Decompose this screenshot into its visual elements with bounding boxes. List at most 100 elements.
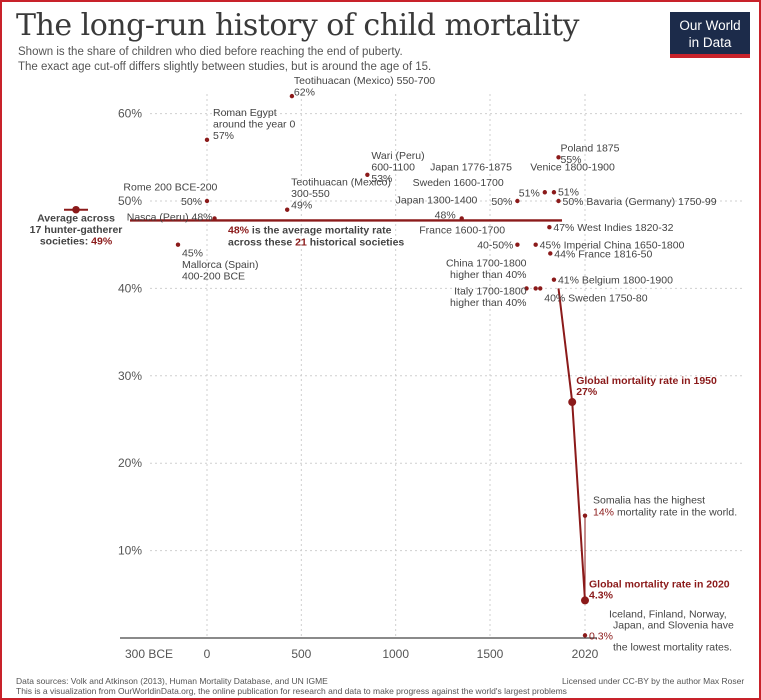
region-label: higher than 40% xyxy=(450,269,526,281)
callout-point xyxy=(582,513,588,518)
data-point xyxy=(542,190,548,195)
callout-value: 27% xyxy=(576,386,598,398)
callout-value: 0.3% xyxy=(589,630,613,642)
point-label: 51% xyxy=(558,186,579,198)
data-point xyxy=(551,277,557,282)
average-label-text: across these xyxy=(228,236,295,248)
point-label: 44% France 1816-50 xyxy=(554,248,652,260)
point-label: 51% xyxy=(519,187,540,199)
region-label: Japan 1776-1875 xyxy=(430,161,512,173)
region-label: Sweden 1600-1700 xyxy=(413,177,504,189)
logo-line-2: in Data xyxy=(688,35,732,50)
point-label: 40-50% xyxy=(477,240,513,252)
point-label: 47% West Indies 1820-32 xyxy=(553,222,673,234)
point-label: Wari (Peru) xyxy=(371,150,424,162)
data-point xyxy=(204,198,210,204)
callout-text: Japan, and Slovenia have xyxy=(613,619,734,631)
point-label: 50% xyxy=(491,196,512,208)
x-tick-label: 300 BCE xyxy=(125,647,173,661)
data-point xyxy=(459,216,464,221)
callout-value: 0.3% xyxy=(589,630,613,642)
point-label: around the year 0 xyxy=(213,118,295,130)
x-tick-label: 0 xyxy=(204,647,211,661)
point-label: 57% xyxy=(213,130,234,142)
point-label: 400-200 BCE xyxy=(182,271,245,283)
callout-text: Iceland, Finland, Norway, xyxy=(609,608,727,620)
points-layer xyxy=(72,93,589,638)
y-tick-label: 10% xyxy=(118,544,142,558)
axes: 10% 20% 30% 40% 50% 60% 300 BCE 0 500 1000 1500 202… xyxy=(118,107,599,661)
chart-subtitle-line1: Shown is the share of children who died … xyxy=(18,46,403,58)
callout-point xyxy=(568,398,577,407)
chart-subtitle-line2: The exact age cut-off differs slightly b… xyxy=(18,61,432,73)
point-label: 45% Imperial China 1650-1800 xyxy=(540,240,685,252)
owid-note: This is a visualization from OurWorldinD… xyxy=(16,686,567,696)
callout-value: 14% xyxy=(593,507,617,519)
hunter-gatherer-label-text: societies: xyxy=(40,236,91,248)
y-tick-label: 40% xyxy=(118,281,142,295)
y-tick-label: 20% xyxy=(118,456,142,470)
point-label: 53% xyxy=(371,173,392,185)
data-point xyxy=(524,286,529,291)
callout-text: 14% mortality rate in the world. xyxy=(593,507,737,519)
license-note: Licensed under CC-BY by the author Max R… xyxy=(562,676,745,686)
y-tick-label: 60% xyxy=(118,107,142,121)
point-label: 49% xyxy=(291,200,312,212)
data-point xyxy=(175,242,181,247)
x-tick-label: 500 xyxy=(291,647,311,661)
region-label: Italy 1700-1800 xyxy=(454,286,527,298)
point-label: 48% xyxy=(435,209,456,221)
data-point xyxy=(556,155,561,160)
point-label: Nasca (Peru) 48% xyxy=(127,211,213,223)
data-point xyxy=(204,137,210,143)
y-tick-label: 50% xyxy=(118,194,142,208)
hunter-gatherer-value: 49% xyxy=(91,236,113,248)
point-label: 50% xyxy=(181,196,202,208)
point-label: Roman Egypt xyxy=(213,107,277,119)
point-label: 55% xyxy=(561,154,582,166)
region-label: Venice 1800-1900 xyxy=(530,161,615,173)
x-tick-label: 1000 xyxy=(382,647,409,661)
logo-line-1: Our World xyxy=(679,18,741,33)
data-point xyxy=(551,190,557,195)
data-point xyxy=(365,172,370,177)
average-label-text: historical societies xyxy=(307,236,405,248)
average-label-line2: across these 21 historical societies xyxy=(228,236,404,248)
y-tick-label: 30% xyxy=(118,369,142,383)
x-tick-label: 2020 xyxy=(572,647,599,661)
callout-text: mortality rate in the world. xyxy=(617,507,737,519)
region-label: China 1700-1800 xyxy=(446,258,527,270)
callout-text: the lowest mortality rates. xyxy=(613,641,732,653)
hunter-gatherer-label: societies: 49% xyxy=(40,236,113,248)
average-count: 21 xyxy=(295,236,307,248)
data-point xyxy=(515,242,520,247)
callout-point xyxy=(582,633,588,638)
point-label: 300-550 xyxy=(291,188,330,200)
hunter-gatherer-label: Average across xyxy=(37,213,115,225)
region-label: higher than 40% xyxy=(450,297,526,309)
point-label: 41% Belgium 1800-1900 xyxy=(558,275,673,287)
point-label: 40% Sweden 1750-80 xyxy=(544,292,647,304)
average-label-text: is the average mortality rate xyxy=(249,224,392,236)
series-line xyxy=(557,288,586,601)
data-sources: Data sources: Volk and Atkinson (2013), … xyxy=(16,676,328,686)
data-point xyxy=(548,251,553,256)
point-label: Teotihuacan (Mexico) 550-700 xyxy=(294,75,435,87)
chart-title: The long-run history of child mortality xyxy=(16,8,579,43)
callout-value: 4.3% xyxy=(589,589,614,601)
data-point xyxy=(538,286,543,291)
series-layer xyxy=(557,288,586,601)
point-label: 45% xyxy=(182,248,203,260)
owid-logo[interactable]: Our World in Data xyxy=(670,12,750,58)
callout-text: Global mortality rate in 1950 xyxy=(576,375,717,387)
callout-text: Global mortality rate in 2020 xyxy=(589,578,730,590)
average-value: 48% xyxy=(228,224,250,236)
point-label: Teotihuacan (Mexico) xyxy=(291,177,391,189)
point-label: Poland 1875 xyxy=(561,142,620,154)
region-label: France 1600-1700 xyxy=(419,224,505,236)
grid-lines xyxy=(150,94,744,638)
data-point xyxy=(289,93,295,99)
point-label: 600-1100 xyxy=(371,161,415,173)
